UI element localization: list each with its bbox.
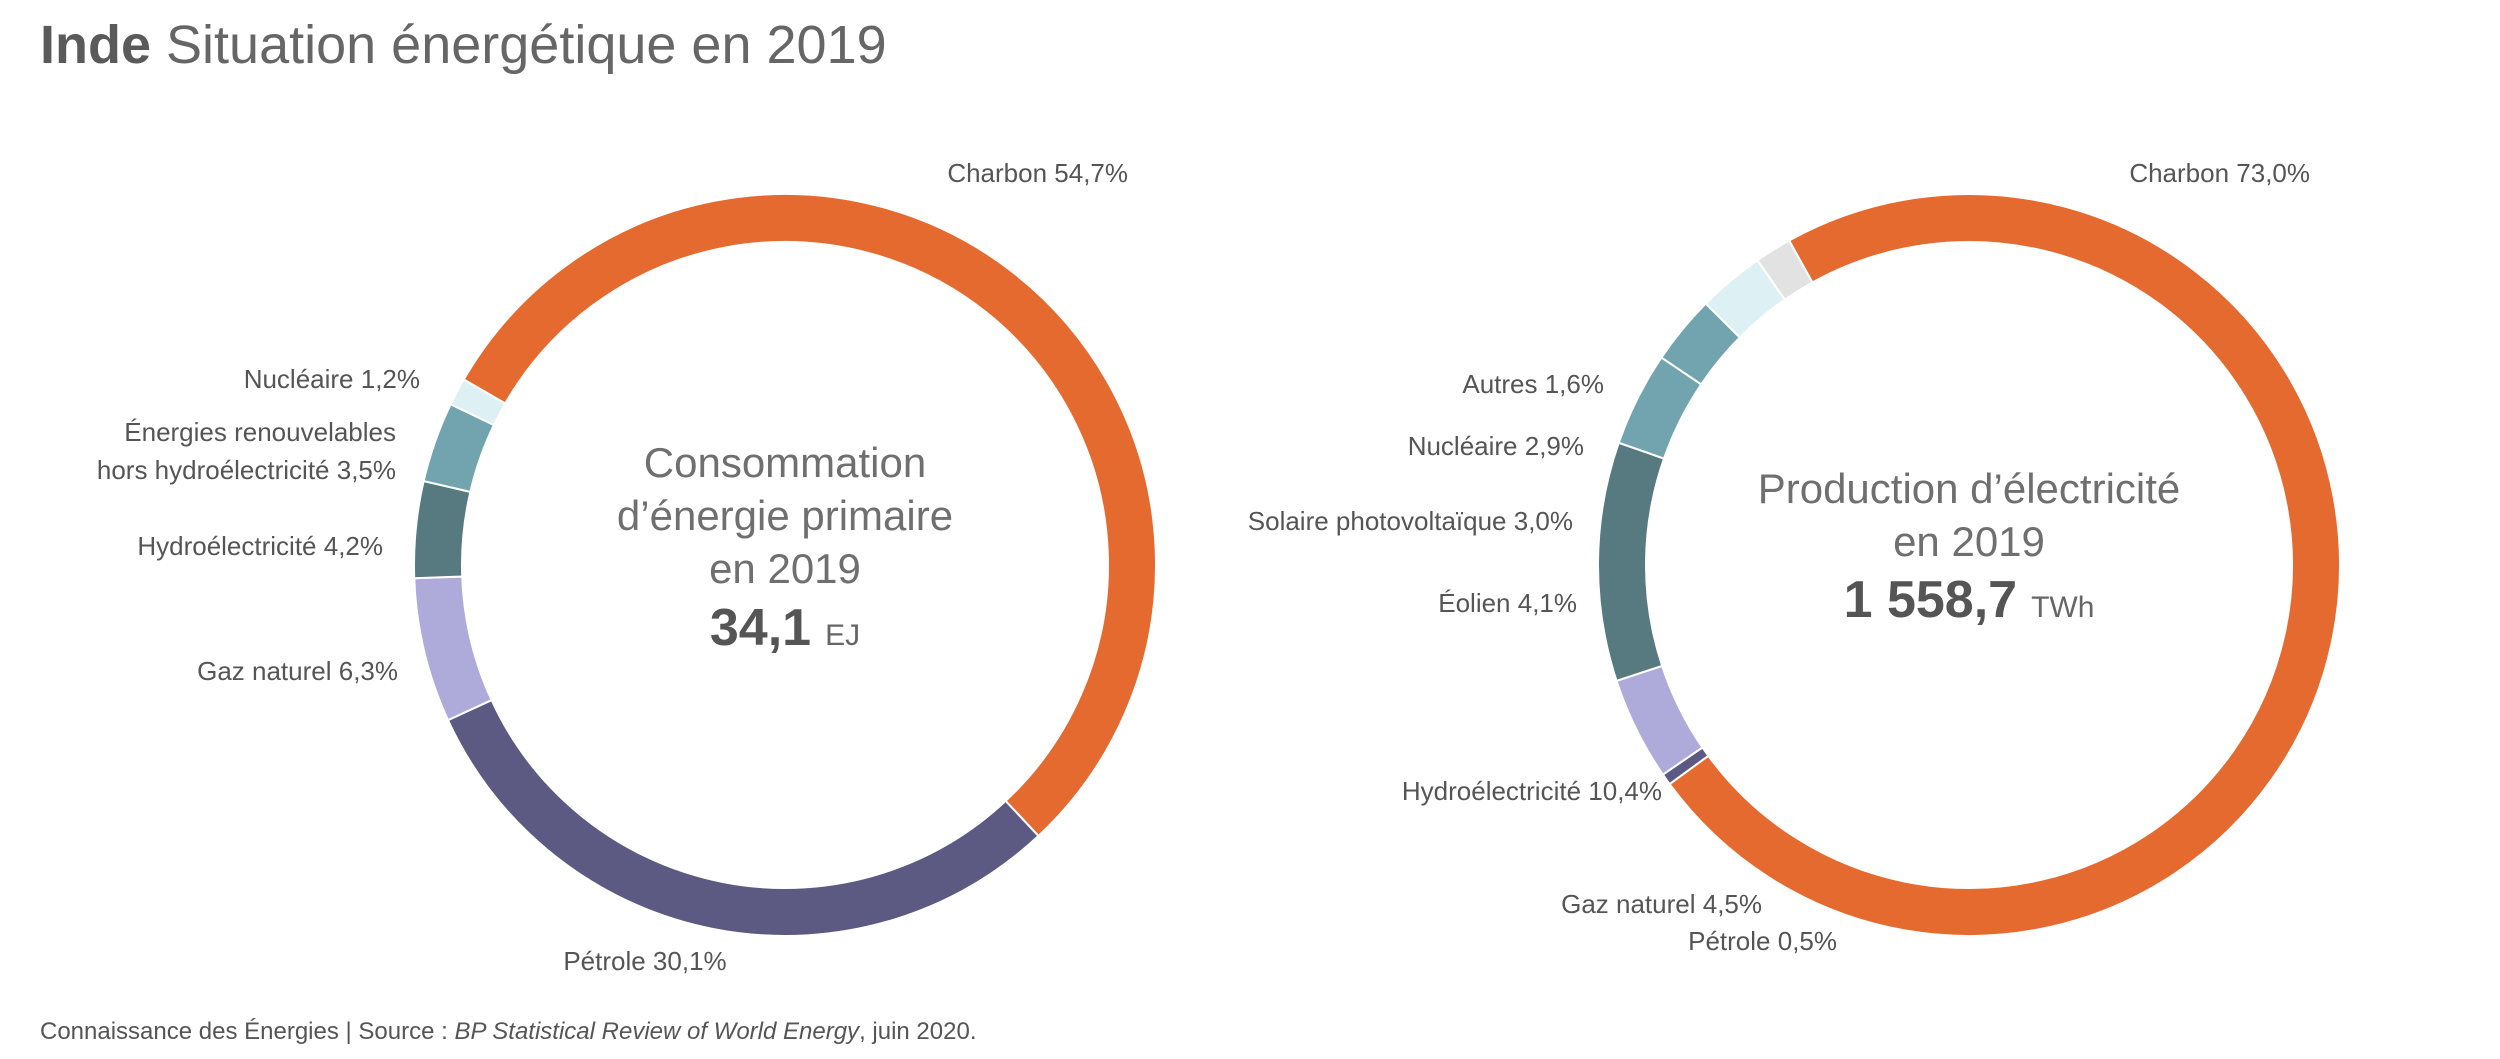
label-gaz-naturel: Gaz naturel 4,5%	[1561, 889, 1762, 919]
slice-gaz-naturel	[413, 575, 493, 722]
label-eolien: Éolien 4,1%	[1438, 588, 1577, 618]
label-charbon: Charbon 73,0%	[2129, 158, 2310, 188]
center-title-line-1: Production d’électricité	[1758, 465, 2181, 512]
label-solaire-photovoltaique: Solaire photovoltaïque 3,0%	[1248, 506, 1573, 536]
footer-suffix: , juin 2020.	[859, 1018, 977, 1045]
center-title-line-1: Consommation	[644, 439, 926, 486]
label-gaz-naturel: Gaz naturel 6,3%	[197, 656, 398, 686]
slice-hydroelectricite	[413, 479, 472, 580]
label-petrole: Pétrole 0,5%	[1688, 926, 1837, 956]
slice-autres	[1756, 239, 1814, 302]
center-value-number: 1 558,7	[1844, 571, 2018, 629]
label-hydroelectricite: Hydroélectricité 4,2%	[137, 531, 383, 561]
donut-chart-2: Charbon 73,0% Pétrole 0,5% Gaz naturel 4,5…	[1248, 158, 2341, 956]
label-nucleaire: Nucléaire 2,9%	[1408, 431, 1584, 461]
footer-prefix: Connaissance des Énergies | Source :	[40, 1018, 455, 1045]
title-subtitle: Situation énergétique en 2019	[166, 15, 887, 75]
footer-source: BP Statistical Review of World Energy	[454, 1018, 860, 1045]
slice-charbon	[462, 193, 1157, 838]
label-hydroelectricite: Hydroélectricité 10,4%	[1402, 776, 1662, 806]
center-value-number: 34,1	[710, 599, 811, 657]
center-title-line-2: d’énergie primaire	[617, 492, 953, 539]
center-value: 34,1 EJ	[710, 599, 860, 657]
label-charbon: Charbon 54,7%	[947, 158, 1128, 188]
page-title: Inde Situation énergétique en 2019	[40, 14, 887, 76]
label-energies-renouvelables-hors-hydroelectricite-2: hors hydroélectricité 3,5%	[97, 455, 396, 485]
source-footer: Connaissance des Énergies | Source : BP …	[40, 1018, 976, 1046]
center-value: 1 558,7 TWh	[1844, 571, 2095, 629]
label-energies-renouvelables-hors-hydroelectricite-1: Énergies renouvelables	[124, 417, 396, 447]
slice-charbon	[1668, 193, 2341, 937]
label-petrole: Pétrole 30,1%	[563, 946, 726, 976]
donut-chart-1: Charbon 54,7% Pétrole 30,1% Gaz naturel 6,…	[97, 158, 1157, 976]
label-nucleaire: Nucléaire 1,2%	[244, 364, 420, 394]
center-value-unit: TWh	[2031, 591, 2094, 624]
center-title-line-2: en 2019	[1893, 518, 2045, 565]
center-title-line-3: en 2019	[709, 545, 861, 592]
slice-nucleaire	[449, 378, 507, 427]
center-value-unit: EJ	[825, 619, 860, 652]
slice-petrole	[446, 698, 1040, 937]
title-country: Inde	[40, 15, 152, 75]
slice-hydroelectricite	[1597, 441, 1666, 683]
label-autres: Autres 1,6%	[1462, 369, 1604, 399]
